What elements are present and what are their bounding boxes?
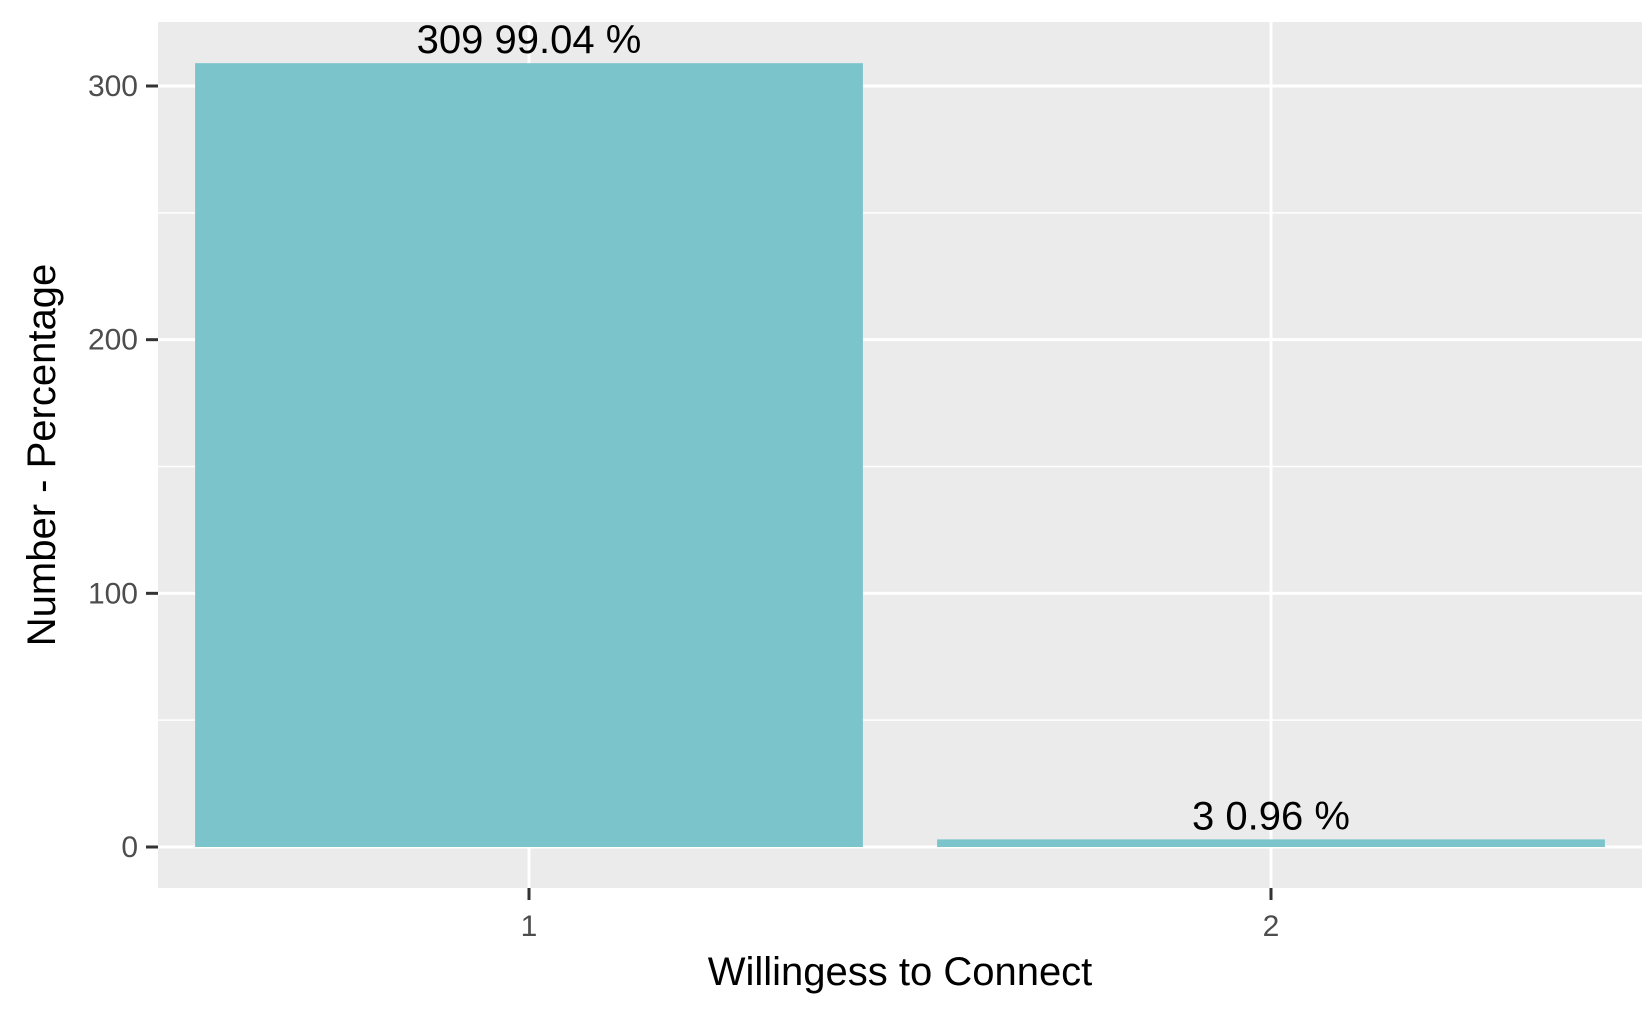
bar-1 [195, 63, 863, 848]
bars [195, 63, 1605, 848]
y-tick-label: 300 [88, 70, 138, 103]
y-axis-title: Number - Percentage [20, 264, 64, 646]
y-tick-label: 0 [121, 831, 138, 864]
y-tick-label: 100 [88, 577, 138, 610]
data-label-1: 309 99.04 % [417, 18, 642, 62]
x-tick-label: 2 [1263, 910, 1280, 943]
y-tick-label: 200 [88, 324, 138, 357]
data-labels: 309 99.04 % 3 0.96 % [417, 18, 1350, 838]
x-axis-title: Willingess to Connect [708, 950, 1093, 994]
x-tick-label: 1 [521, 910, 538, 943]
bar-2 [937, 839, 1605, 847]
data-label-2: 3 0.96 % [1192, 794, 1350, 838]
y-axis: 0 100 200 300 [88, 70, 158, 864]
